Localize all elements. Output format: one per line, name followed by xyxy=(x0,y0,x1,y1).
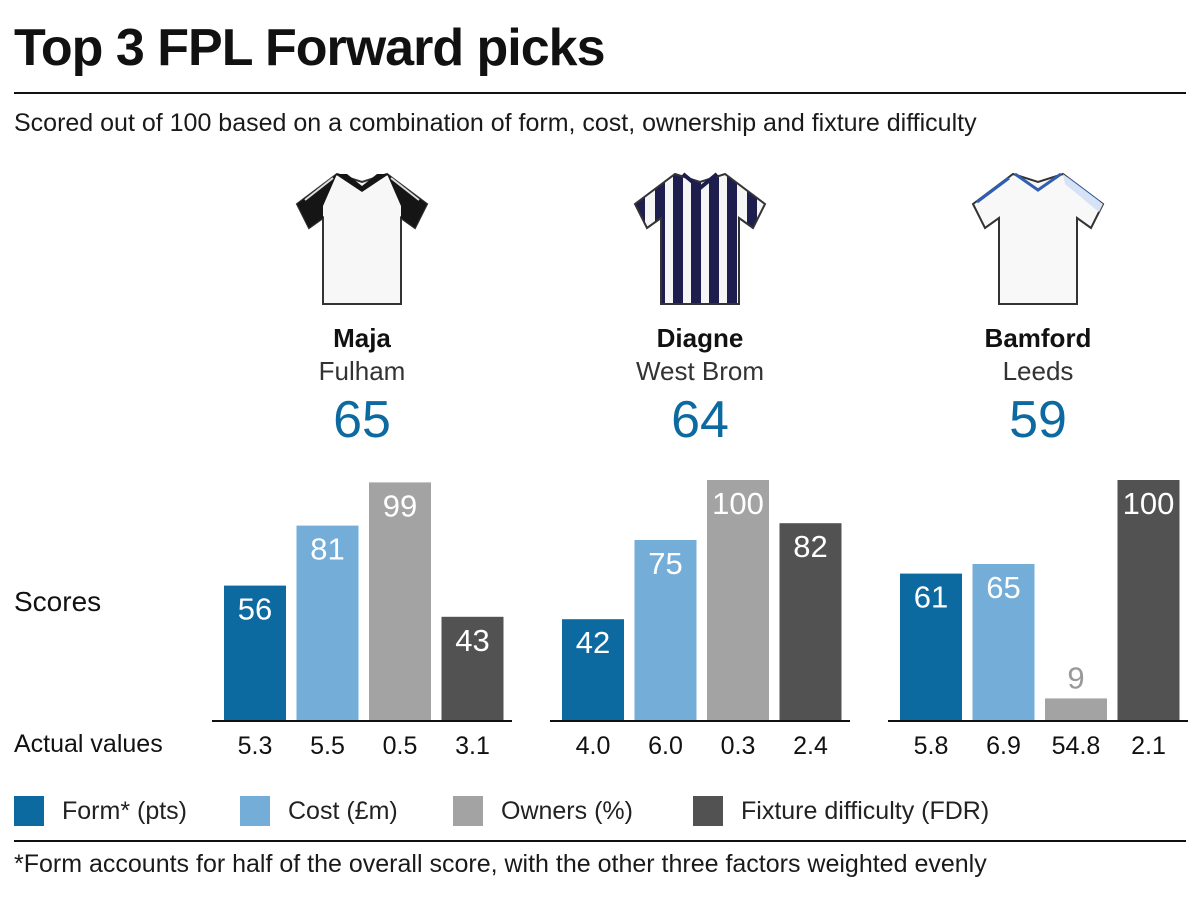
player-name: Diagne xyxy=(656,323,744,353)
player-team: West Brom xyxy=(635,355,765,386)
legend-item-fixture-difficulty: Fixture difficulty (FDR) xyxy=(693,796,989,826)
bar-value-label: 56 xyxy=(238,592,272,627)
footnote-divider xyxy=(14,840,1186,842)
legend-label: Form* (pts) xyxy=(62,796,187,825)
leeds-shirt-icon xyxy=(971,172,1105,305)
player-overall-score: 64 xyxy=(671,391,729,449)
bar-diagne-form-pts xyxy=(562,619,624,720)
actual-value-label: 54.8 xyxy=(1052,732,1101,760)
player-overall-score: 59 xyxy=(1009,391,1067,449)
player-team: Leeds xyxy=(1002,355,1074,386)
bar-value-label: 81 xyxy=(310,532,344,567)
page-subtitle: Scored out of 100 based on a combination… xyxy=(14,109,977,137)
footnote: *Form accounts for half of the overall s… xyxy=(14,850,987,878)
bar-diagne-fixture-difficulty-fdr xyxy=(779,523,842,720)
bar-bamford-owners xyxy=(1045,698,1107,720)
bar-diagne-cost-m xyxy=(634,540,697,720)
legend-label: Fixture difficulty (FDR) xyxy=(741,796,990,825)
bar-bamford-cost-m xyxy=(972,564,1035,720)
actual-value-label: 5.8 xyxy=(914,732,949,760)
legend-swatch-form xyxy=(14,796,44,826)
bar-value-label: 43 xyxy=(455,623,489,658)
player-team: Fulham xyxy=(318,355,406,386)
actual-value-label: 3.1 xyxy=(455,732,490,760)
scores-row-label: Scores xyxy=(14,586,102,617)
bar-bamford-fixture-difficulty-fdr xyxy=(1117,480,1180,720)
actual-value-label: 6.9 xyxy=(986,732,1021,760)
bar-maja-cost-m xyxy=(296,525,359,720)
actual-value-label: 6.0 xyxy=(648,732,683,760)
player-overall-score: 65 xyxy=(333,391,391,449)
west-brom-shirt-icon xyxy=(633,172,767,305)
page-title: Top 3 FPL Forward picks xyxy=(14,19,606,77)
actual-value-label: 4.0 xyxy=(576,732,611,760)
actual-value-label: 2.4 xyxy=(793,732,828,760)
bar-value-label: 75 xyxy=(648,546,682,581)
actual-value-label: 0.3 xyxy=(721,732,756,760)
actual-value-label: 5.5 xyxy=(310,732,345,760)
legend-label: Owners (%) xyxy=(501,796,633,825)
actual-value-label: 5.3 xyxy=(238,732,273,760)
bar-maja-fixture-difficulty-fdr xyxy=(441,616,504,720)
fulham-shirt-icon xyxy=(295,172,429,305)
bar-maja-form-pts xyxy=(224,585,286,720)
bar-value-label: 100 xyxy=(712,486,764,521)
player-name: Maja xyxy=(333,323,391,353)
bar-bamford-form-pts xyxy=(900,573,962,720)
bar-value-label: 61 xyxy=(914,580,948,615)
scores-bar-chart: 56 5.3 81 5.5 99 0.5 43 3.1 42 4.0 75 6.0 100 0.3 82 2.… xyxy=(212,480,1188,760)
legend-item-form: Form* (pts) xyxy=(14,796,187,826)
bar-value-label: 99 xyxy=(383,488,417,523)
bar-value-label: 82 xyxy=(793,529,827,564)
actual-value-label: 0.5 xyxy=(383,732,418,760)
legend-swatch-fixture-difficulty xyxy=(693,796,723,826)
legend-label: Cost (£m) xyxy=(288,796,398,825)
bar-value-label: 65 xyxy=(986,570,1020,605)
title-divider xyxy=(14,92,1186,94)
actual-value-label: 2.1 xyxy=(1131,732,1166,760)
bar-value-label: 42 xyxy=(576,625,610,660)
bar-value-label: 9 xyxy=(1067,660,1084,695)
bar-value-label: 100 xyxy=(1123,486,1175,521)
legend-item-cost: Cost (£m) xyxy=(240,796,398,826)
legend-swatch-cost xyxy=(240,796,270,826)
player-card-bamford: Bamford Leeds 59 xyxy=(918,162,1158,448)
legend-item-owners: Owners (%) xyxy=(453,796,633,826)
legend-swatch-owners xyxy=(453,796,483,826)
bar-diagne-owners xyxy=(707,480,769,720)
player-name: Bamford xyxy=(984,323,1092,353)
player-card-maja: Maja Fulham 65 xyxy=(242,162,482,448)
bar-maja-owners xyxy=(369,482,431,720)
actual-values-row-label: Actual values xyxy=(14,730,163,758)
player-card-diagne: Diagne West Brom 64 xyxy=(580,162,820,448)
